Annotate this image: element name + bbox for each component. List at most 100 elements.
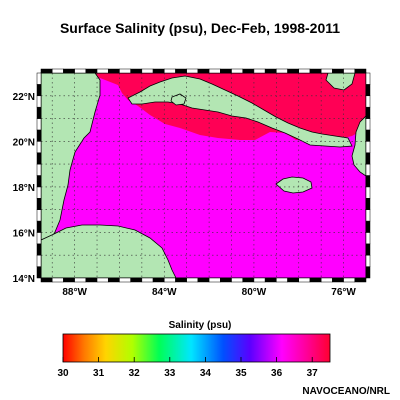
border-segment: [208, 277, 221, 283]
colorbar-tick-label: 35: [235, 368, 247, 379]
border-segment: [365, 95, 371, 108]
border-segment: [365, 152, 371, 165]
border-segment: [320, 277, 333, 283]
border-segment: [197, 68, 210, 74]
border-segment: [152, 277, 165, 283]
border-segment: [36, 95, 42, 108]
border-segment: [365, 266, 371, 279]
border-segment: [298, 277, 311, 283]
border-segment: [36, 106, 42, 119]
border-segment: [354, 277, 367, 283]
border-segment: [107, 68, 120, 74]
border-segment: [365, 198, 371, 210]
colorbar-tick-label: 32: [129, 368, 141, 379]
border-segment: [119, 68, 131, 74]
border-segment: [365, 175, 371, 188]
border-segment: [298, 68, 311, 74]
border-segment: [36, 209, 42, 222]
border-segment: [186, 277, 199, 283]
border-segment: [365, 118, 371, 131]
border-segment: [36, 152, 42, 165]
border-segment: [343, 68, 356, 74]
border-segment: [287, 277, 300, 283]
border-segment: [36, 84, 42, 97]
border-segment: [63, 277, 75, 283]
border-segment: [276, 277, 288, 283]
border-segment: [220, 277, 232, 283]
border-segment: [332, 277, 344, 283]
colorbar-tick-label: 37: [307, 368, 319, 379]
border-segment: [220, 68, 232, 74]
border-segment: [141, 277, 154, 283]
colorbar: [62, 333, 331, 363]
border-segment: [85, 68, 98, 74]
border-segment: [208, 68, 221, 74]
map-border: [36, 68, 371, 283]
border-segment: [40, 68, 53, 74]
credit-text: NAVOCEANO/NRL: [302, 386, 390, 397]
border-segment: [36, 163, 42, 176]
border-segment: [119, 277, 131, 283]
border-segment: [264, 68, 277, 74]
border-segment: [164, 277, 176, 283]
border-segment: [36, 198, 42, 210]
colorbar-tick-label: 34: [200, 368, 212, 379]
map-title: Surface Salinity (psu), Dec-Feb, 1998-20…: [59, 20, 341, 36]
border-segment: [51, 68, 64, 74]
grid-lines: [41, 73, 367, 278]
border-segment: [365, 220, 371, 233]
border-segment: [197, 277, 210, 283]
border-segment: [186, 68, 199, 74]
land-isle-of-youth: [170, 93, 187, 106]
border-segment: [36, 254, 42, 267]
border-segment: [365, 84, 371, 97]
lon-tick-label: 84°W: [152, 287, 177, 298]
border-segment: [107, 277, 120, 283]
border-segment: [36, 232, 42, 245]
border-segment: [36, 243, 42, 256]
lon-tick-label: 88°W: [62, 287, 87, 298]
border-segment: [287, 68, 300, 74]
border-segment: [365, 186, 371, 199]
border-segment: [130, 68, 143, 74]
border-segment: [130, 277, 143, 283]
border-segment: [309, 277, 322, 283]
lat-tick-label: 14°N: [13, 274, 35, 285]
border-segment: [365, 72, 371, 85]
lat-tick-label: 16°N: [13, 228, 35, 239]
border-segment: [96, 277, 109, 283]
border-segment: [40, 277, 53, 283]
border-segment: [141, 68, 154, 74]
border-segment: [242, 277, 255, 283]
border-segment: [276, 68, 288, 74]
land-hispaniola: [351, 115, 366, 177]
land-cuba: [127, 75, 353, 148]
lat-tick-label: 20°N: [13, 137, 35, 148]
land-jamaica: [275, 176, 313, 194]
border-segment: [36, 175, 42, 188]
lon-tick-label: 76°W: [331, 287, 356, 298]
border-segment: [36, 141, 42, 153]
border-segment: [36, 72, 42, 85]
border-segment: [51, 277, 64, 283]
border-segment: [36, 129, 42, 142]
border-segment: [253, 68, 266, 74]
border-segment: [365, 163, 371, 176]
border-segment: [175, 68, 187, 74]
border-segment: [309, 68, 322, 74]
colorbar-tick-label: 30: [57, 368, 69, 379]
border-segment: [85, 277, 98, 283]
land-honduras: [41, 224, 177, 278]
border-segment: [36, 118, 42, 131]
border-segment: [365, 106, 371, 119]
border-segment: [36, 266, 42, 279]
border-segment: [365, 141, 371, 153]
lat-axis-labels: 22°N 20°N 18°N 16°N 14°N: [13, 92, 35, 285]
border-segment: [96, 68, 109, 74]
colorbar-tick-label: 31: [93, 368, 105, 379]
colorbar-tick-label: 33: [164, 368, 176, 379]
border-segment: [242, 68, 255, 74]
border-segment: [332, 68, 344, 74]
lon-axis-labels: 88°W 84°W 80°W 76°W: [62, 287, 356, 298]
